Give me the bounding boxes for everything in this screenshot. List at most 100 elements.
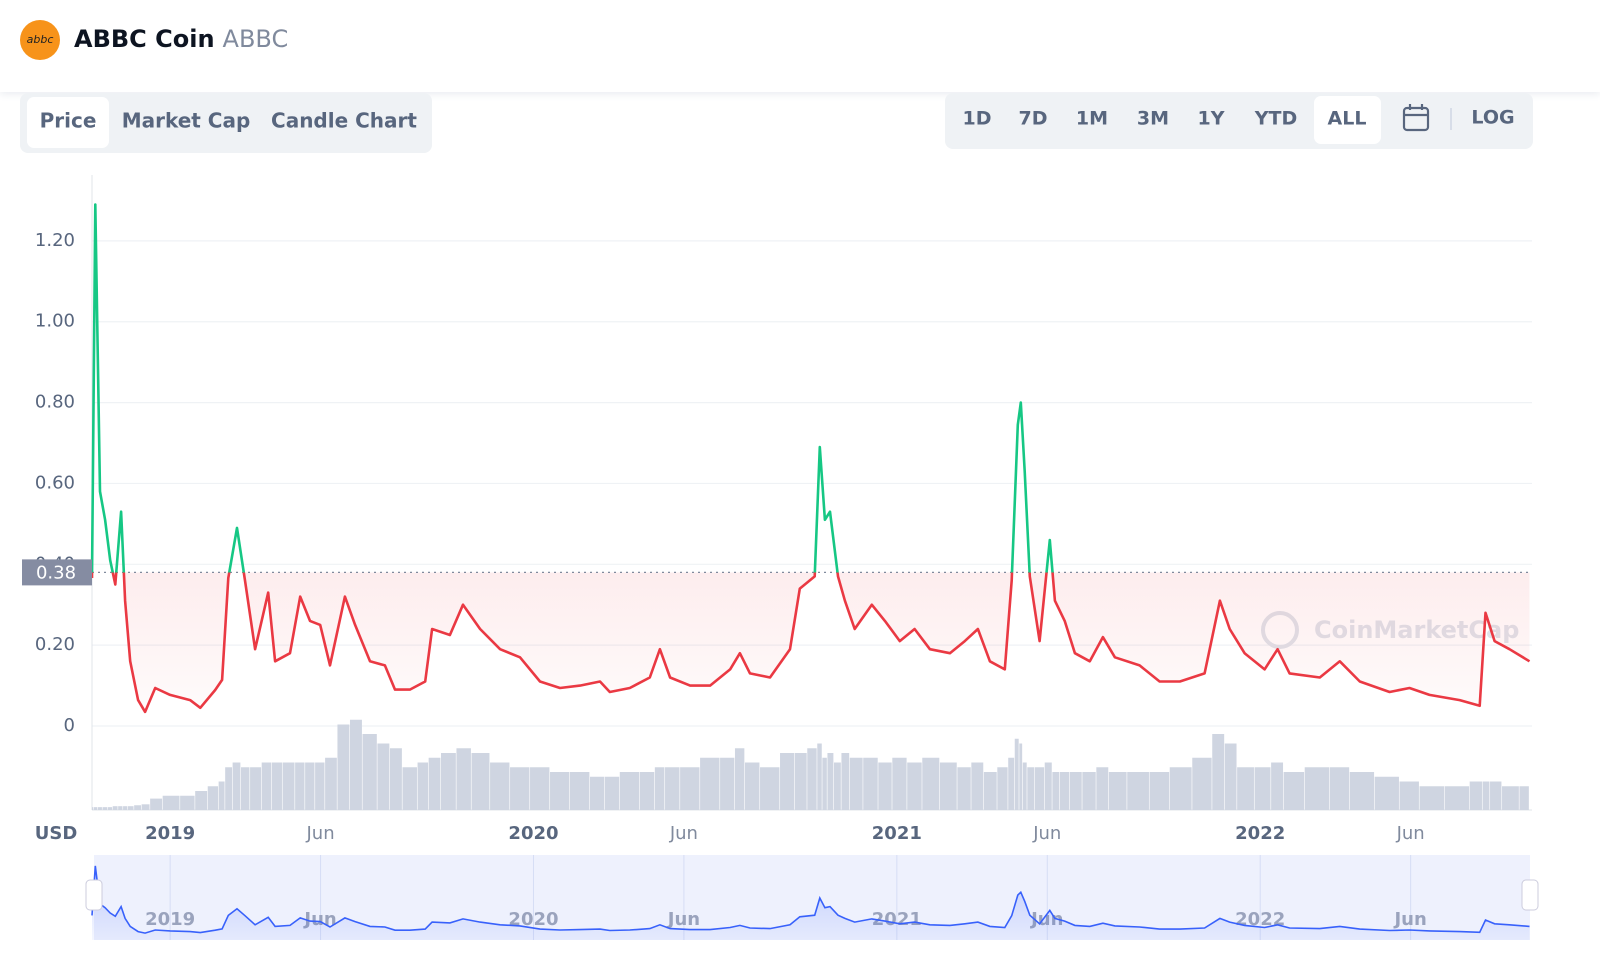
x-tick-label: 2022 (1235, 823, 1285, 844)
volume-bar (402, 767, 417, 810)
navigator-handle[interactable] (85, 879, 103, 911)
volume-bar (141, 804, 150, 810)
volume-bar (1271, 762, 1284, 810)
volume-bar (1490, 781, 1502, 810)
volume-bar (150, 798, 163, 810)
volume-bar (118, 806, 123, 810)
volume-bar (377, 743, 390, 810)
volume-bar (102, 807, 108, 810)
volume-bar (441, 753, 456, 810)
navigator-area (92, 865, 1530, 940)
x-tick-label: 2019 (145, 823, 195, 844)
range-button[interactable]: ALL (1328, 108, 1367, 130)
volume-bar (471, 753, 490, 810)
volume-bar (295, 762, 305, 810)
range-button[interactable]: 1D (963, 108, 992, 130)
volume-bar (550, 772, 570, 810)
log-button[interactable]: LOG (1471, 107, 1514, 129)
volume-bar (817, 743, 822, 810)
volume-bar (349, 719, 362, 810)
volume-bar (1014, 738, 1019, 810)
volume-bar (760, 767, 780, 810)
range-button[interactable]: 3M (1137, 108, 1169, 130)
calendar-button[interactable] (1402, 104, 1430, 132)
volume-bar (1034, 767, 1045, 810)
volume-bar (134, 805, 141, 810)
volume-bar (734, 748, 745, 810)
baseline-label-bg (22, 559, 92, 586)
volume-bar (1469, 781, 1482, 810)
navigator-tick-label: 2019 (145, 909, 195, 930)
volume-bar (720, 757, 735, 810)
volume-bar (1096, 767, 1109, 810)
tab[interactable]: Price (40, 109, 97, 133)
volume-bar (604, 776, 620, 810)
range-button[interactable]: YTD (1254, 108, 1298, 130)
volume-bar (1254, 767, 1271, 810)
volume-bar (589, 776, 605, 810)
volume-bar (325, 757, 337, 810)
volume-bar (510, 767, 530, 810)
tab[interactable]: Market Cap (122, 109, 251, 133)
volume-bar (892, 757, 907, 810)
volume-bar (833, 762, 841, 810)
volume-bar (1482, 781, 1490, 810)
volume-bar (261, 762, 272, 810)
volume-bar (807, 748, 817, 810)
volume-bar (1237, 767, 1254, 810)
tab-group (20, 93, 432, 153)
y-tick-label: 0.60 (35, 472, 75, 493)
volume-bar (1069, 772, 1082, 810)
volume-bar (1212, 734, 1225, 810)
volume-bar (232, 762, 241, 810)
volume-bar (240, 767, 250, 810)
volume-bar (530, 767, 550, 810)
volume-bar (700, 757, 720, 810)
volume-bar (680, 767, 700, 810)
range-button[interactable]: 1Y (1198, 108, 1225, 130)
volume-bar (827, 753, 834, 810)
x-tick-label: Jun (1032, 823, 1061, 844)
x-tick-label: 2020 (508, 823, 558, 844)
volume-bar (997, 767, 1008, 810)
volume-bar (639, 772, 655, 810)
coin-symbol: ABBC (223, 25, 289, 53)
navigator-tick-label: Jun (666, 909, 700, 930)
volume-bar (162, 795, 180, 810)
volume-bar (794, 753, 807, 810)
navigator-handle[interactable] (1521, 879, 1539, 911)
volume-bar (1022, 762, 1027, 810)
volume-bar (362, 734, 377, 810)
volume-bar (337, 724, 350, 810)
volume-bar (1329, 767, 1350, 810)
navigator-tick-label: 2020 (508, 909, 558, 930)
volume-bar (1044, 762, 1052, 810)
volume-bar (1052, 772, 1060, 810)
y-tick-label: 0 (64, 715, 75, 736)
volume-bar (1349, 772, 1375, 810)
volume-bar (822, 757, 827, 810)
volume-bar (939, 762, 957, 810)
volume-bar (1127, 772, 1149, 810)
y-tick-label: 1.00 (35, 311, 75, 332)
y-tick-label: 0.20 (35, 634, 75, 655)
volume-bar (218, 781, 225, 810)
baseline-label: 0.38 (36, 562, 76, 583)
range-button[interactable]: 7D (1019, 108, 1048, 130)
volume-bar (417, 762, 429, 810)
volume-bar (1374, 776, 1399, 810)
volume-bar (654, 767, 665, 810)
volume-bar (907, 762, 922, 810)
price-area (92, 572, 1530, 712)
y-tick-label: 1.20 (35, 230, 75, 251)
volume-bar (1082, 772, 1096, 810)
volume-bar (1008, 757, 1015, 810)
volume-bar (490, 762, 510, 810)
range-group (945, 93, 1533, 149)
range-button[interactable]: 1M (1076, 108, 1108, 130)
volume-bar (665, 767, 680, 810)
logo[interactable] (20, 20, 60, 60)
tab[interactable]: Candle Chart (271, 109, 417, 133)
